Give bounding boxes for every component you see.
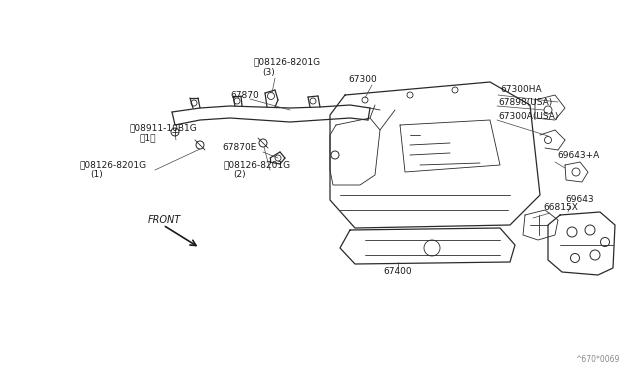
Text: FRONT: FRONT xyxy=(148,215,181,225)
Text: (3): (3) xyxy=(262,67,275,77)
Text: Ⓑ08126-8201G: Ⓑ08126-8201G xyxy=(253,58,320,67)
Text: 67300A(USA): 67300A(USA) xyxy=(498,112,558,121)
Text: 67898(USA): 67898(USA) xyxy=(498,99,552,108)
Text: Ⓝ08911-10B1G: Ⓝ08911-10B1G xyxy=(130,124,198,132)
Text: 69643+A: 69643+A xyxy=(557,151,599,160)
Text: (2): (2) xyxy=(233,170,246,180)
Text: 67870E: 67870E xyxy=(222,144,257,153)
Text: Ⓑ08126-8201G: Ⓑ08126-8201G xyxy=(80,160,147,170)
Text: 67300: 67300 xyxy=(348,74,377,83)
Text: Ⓑ08126-8201G: Ⓑ08126-8201G xyxy=(223,160,290,170)
Text: 67870: 67870 xyxy=(230,90,259,99)
Text: 66815X: 66815X xyxy=(543,202,578,212)
Text: 67400: 67400 xyxy=(384,267,412,276)
Text: ^670*0069: ^670*0069 xyxy=(575,355,620,364)
Text: (1): (1) xyxy=(90,170,103,180)
Text: 67300HA: 67300HA xyxy=(500,86,541,94)
Text: 69643: 69643 xyxy=(565,196,594,205)
Text: 1）: 1） xyxy=(140,134,157,142)
